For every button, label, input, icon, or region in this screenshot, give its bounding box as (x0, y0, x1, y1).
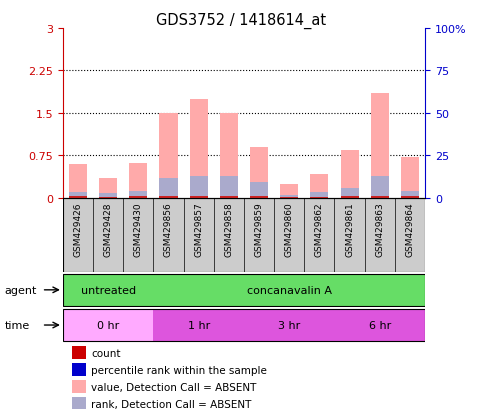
Bar (250, 147, 268, 198)
Bar (220, 197, 238, 198)
Text: GSM429857: GSM429857 (194, 202, 203, 256)
Bar (280, 195, 298, 198)
Text: 3 hr: 3 hr (278, 320, 300, 330)
Bar (220, 177, 238, 198)
Bar (401, 192, 419, 198)
Bar (159, 197, 178, 198)
Bar (371, 197, 389, 198)
Text: value, Detection Call = ABSENT: value, Detection Call = ABSENT (91, 382, 256, 392)
Bar (154, 309, 244, 341)
Text: rank, Detection Call = ABSENT: rank, Detection Call = ABSENT (91, 399, 252, 409)
Text: count: count (91, 348, 121, 358)
Bar (371, 177, 389, 198)
Bar (244, 309, 334, 341)
Bar (341, 188, 358, 198)
Bar (129, 163, 147, 198)
Bar (63, 274, 154, 306)
Bar (99, 178, 117, 198)
Bar (341, 197, 358, 198)
Text: GSM429430: GSM429430 (134, 202, 143, 256)
Text: GSM429426: GSM429426 (73, 202, 83, 256)
Text: 6 hr: 6 hr (369, 320, 391, 330)
Text: time: time (5, 320, 30, 330)
Text: 1 hr: 1 hr (187, 320, 210, 330)
Bar (371, 94, 389, 198)
Bar (220, 114, 238, 198)
Bar (341, 150, 358, 198)
Text: GSM429428: GSM429428 (103, 202, 113, 256)
Text: GSM429863: GSM429863 (375, 202, 384, 256)
Text: GSM429859: GSM429859 (255, 202, 264, 256)
Text: GSM429860: GSM429860 (284, 202, 294, 256)
Text: concanavalin A: concanavalin A (247, 285, 332, 295)
Bar (72, 346, 85, 359)
Bar (63, 198, 425, 273)
Bar (63, 309, 154, 341)
Bar (69, 197, 87, 198)
Text: 0 hr: 0 hr (97, 320, 119, 330)
Bar (280, 184, 298, 198)
Bar (250, 197, 268, 198)
Bar (159, 114, 178, 198)
Text: GSM429864: GSM429864 (405, 202, 414, 256)
Text: untreated: untreated (81, 285, 136, 295)
Bar (129, 197, 147, 198)
Bar (154, 274, 425, 306)
Bar (334, 309, 425, 341)
Bar (72, 380, 85, 393)
Bar (159, 178, 178, 198)
Text: GSM429858: GSM429858 (224, 202, 233, 256)
Text: agent: agent (5, 285, 37, 295)
Bar (250, 183, 268, 198)
Bar (189, 197, 208, 198)
Bar (72, 397, 85, 410)
Bar (69, 164, 87, 198)
Bar (69, 192, 87, 198)
Bar (311, 197, 328, 198)
Bar (311, 192, 328, 198)
Bar (129, 192, 147, 198)
Bar (401, 158, 419, 198)
Text: GSM429856: GSM429856 (164, 202, 173, 256)
Bar (99, 193, 117, 198)
Text: GDS3752 / 1418614_at: GDS3752 / 1418614_at (156, 12, 327, 28)
Text: percentile rank within the sample: percentile rank within the sample (91, 365, 267, 375)
Text: GSM429862: GSM429862 (315, 202, 324, 256)
Bar (311, 175, 328, 198)
Text: GSM429861: GSM429861 (345, 202, 354, 256)
Bar (280, 197, 298, 198)
Bar (189, 177, 208, 198)
Bar (401, 197, 419, 198)
Bar (189, 100, 208, 198)
Bar (72, 363, 85, 376)
Bar (99, 197, 117, 198)
